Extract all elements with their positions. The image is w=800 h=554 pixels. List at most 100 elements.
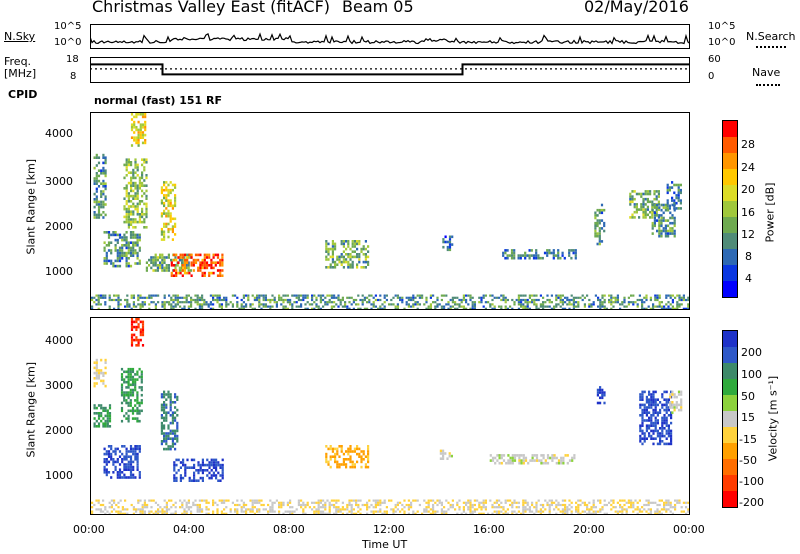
velocity-cell (163, 447, 166, 451)
power-cell (555, 303, 558, 306)
power-cell (209, 303, 212, 306)
power-cell (340, 240, 343, 243)
velocity-cell (667, 442, 670, 446)
power-cell (502, 294, 505, 297)
velocity-cell (171, 411, 174, 414)
power-cell (130, 189, 133, 193)
power-cell (632, 301, 635, 304)
power-cell (201, 298, 204, 302)
velocity-cell (256, 501, 259, 504)
velocity-cell (185, 510, 188, 513)
power-cell (93, 166, 96, 170)
velocity-cell (627, 501, 630, 504)
power-cell (145, 215, 148, 219)
power-cell (662, 211, 665, 215)
power-cbar-label: Power [dB] (763, 182, 777, 243)
velocity-cell (621, 499, 624, 502)
power-cell (212, 256, 215, 259)
power-cell (154, 258, 157, 262)
velocity-cell (665, 424, 668, 427)
velocity-cell (201, 461, 204, 464)
velocity-cell (625, 508, 628, 511)
power-cell (572, 303, 575, 306)
velocity-cell (663, 501, 666, 504)
velocity-cell (210, 458, 213, 462)
velocity-cell (150, 506, 153, 509)
power-cell (653, 192, 656, 196)
power-cell (557, 303, 560, 306)
velocity-cell (641, 421, 644, 425)
velocity-cell (542, 461, 545, 465)
velocity-cell (125, 417, 128, 420)
power-cell (154, 307, 157, 309)
power-cell (636, 303, 639, 306)
power-cell (168, 303, 171, 306)
power-cell (240, 298, 243, 302)
power-cell (311, 294, 314, 297)
power-cell (156, 256, 159, 259)
velocity-cell (412, 512, 415, 514)
power-cell (362, 253, 365, 256)
power-cell (377, 298, 380, 302)
power-cell (152, 269, 155, 272)
power-cell (130, 187, 133, 190)
power-cell (669, 307, 672, 309)
power-cell (361, 294, 364, 297)
velocity-cell (494, 461, 497, 465)
power-cell (159, 253, 162, 257)
velocity-cell (95, 382, 98, 385)
velocity-cell (278, 512, 281, 514)
velocity-cell (223, 508, 226, 511)
velocity-cell (432, 508, 435, 511)
velocity-cell (356, 447, 359, 451)
velocity-cell (174, 437, 177, 440)
velocity-cell (186, 458, 189, 462)
velocity-cell (172, 503, 175, 507)
velocity-cell (498, 454, 501, 457)
velocity-cell (212, 458, 215, 462)
power-cell (212, 296, 215, 299)
velocity-cell (337, 508, 340, 511)
velocity-cell (372, 499, 375, 502)
velocity-cell (641, 506, 644, 509)
power-cell (172, 307, 175, 309)
power-cell (125, 210, 128, 213)
velocity-cell (165, 447, 168, 451)
power-cell (183, 301, 186, 304)
power-cell (334, 242, 337, 246)
velocity-cell (377, 510, 380, 513)
velocity-cell (325, 452, 328, 456)
power-cell (117, 301, 120, 304)
power-cell (145, 269, 148, 272)
power-cell (163, 225, 166, 228)
velocity-cell (524, 459, 528, 462)
power-cell (364, 260, 367, 264)
power-cell (154, 264, 157, 267)
velocity-cell (358, 447, 361, 451)
velocity-cell (661, 427, 664, 430)
velocity-cell (302, 510, 305, 513)
power-cell (367, 255, 370, 259)
velocity-cell (641, 424, 644, 427)
power-cell (139, 123, 142, 126)
velocity-cell (643, 406, 646, 409)
power-cell (134, 244, 137, 247)
power-cell (623, 301, 626, 304)
velocity-cell (168, 499, 171, 502)
power-cell (97, 200, 101, 204)
velocity-cell (650, 395, 653, 399)
velocity-cell (667, 429, 670, 433)
velocity-cell (533, 459, 536, 462)
velocity-cell (502, 459, 506, 462)
power-cell (633, 197, 636, 201)
velocity-cell (491, 503, 494, 507)
power-cell (163, 212, 166, 215)
velocity-cell (364, 465, 367, 469)
nsearch-tick-bottom: 10^0 (708, 37, 736, 48)
velocity-cell (449, 503, 452, 507)
velocity-cell (271, 508, 274, 511)
velocity-cell (114, 452, 117, 456)
power-cell (351, 266, 354, 269)
power-cell (264, 296, 267, 299)
power-cell (526, 298, 529, 302)
